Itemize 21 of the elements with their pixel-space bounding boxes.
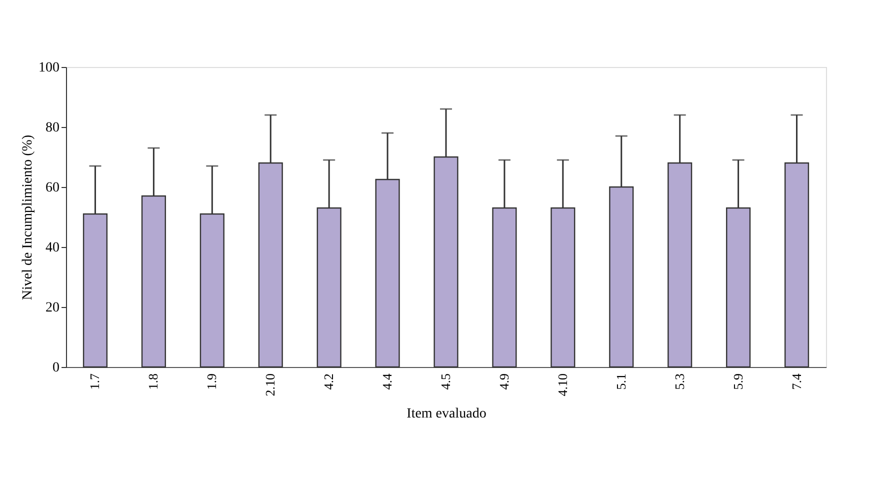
x-tick-label: 1.8 bbox=[146, 374, 161, 390]
x-tick-label: 1.7 bbox=[87, 373, 102, 390]
x-tick-label: 4.5 bbox=[438, 374, 453, 390]
x-tick-label: 5.1 bbox=[613, 374, 628, 390]
x-tick-label: 7.4 bbox=[788, 373, 804, 390]
x-tick-label: 5.9 bbox=[730, 374, 746, 390]
y-tick-label: 0 bbox=[52, 360, 60, 376]
y-tick-label: 20 bbox=[46, 300, 60, 316]
x-tick-label: 4.4 bbox=[380, 373, 395, 390]
x-tick-label: 2.10 bbox=[262, 374, 278, 396]
x-tick-label: 1.9 bbox=[204, 374, 220, 390]
y-axis-title: Nivel de Incumplimiento (%) bbox=[20, 134, 36, 300]
y-tick-label: 80 bbox=[46, 120, 60, 136]
x-tick-label: 5.3 bbox=[672, 374, 687, 390]
y-tick-label: 100 bbox=[38, 60, 60, 76]
y-tick-label: 60 bbox=[46, 180, 60, 196]
x-tick-label: 4.9 bbox=[496, 374, 512, 390]
x-axis-title: Item evaluado bbox=[406, 406, 486, 422]
x-tick-label: 4.2 bbox=[321, 374, 336, 390]
x-tick-label: 4.10 bbox=[554, 374, 570, 396]
y-tick-label: 40 bbox=[46, 240, 60, 256]
